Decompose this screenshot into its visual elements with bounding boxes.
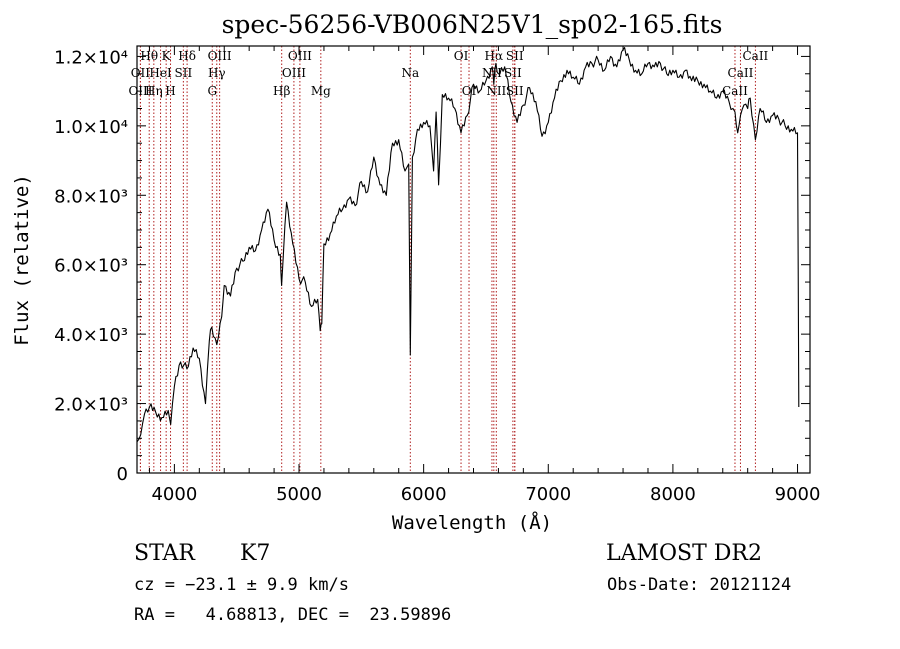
y-tick-label: 8.0×10³ <box>54 186 128 207</box>
line-marker-label: OI <box>462 84 477 98</box>
chart-title: spec-56256-VB006N25V1_sp02-165.fits <box>222 10 723 39</box>
y-tick-label: 0 <box>117 464 128 485</box>
line-marker-label: NII <box>486 84 506 98</box>
line-marker-label: OIII <box>282 66 306 80</box>
x-axis-label: Wavelength (Å) <box>392 511 552 534</box>
line-marker-label: G <box>207 84 217 98</box>
line-marker-label: K <box>162 49 172 63</box>
line-marker-label: Hα <box>485 49 504 63</box>
y-tick-label: 6.0×10³ <box>54 256 128 277</box>
x-tick-label: 7000 <box>525 484 571 505</box>
line-marker-label: H <box>165 84 175 98</box>
x-tick-label: 4000 <box>151 484 197 505</box>
y-tick-label: 1.2×10⁴ <box>54 47 128 68</box>
line-marker-label: OII <box>131 66 151 80</box>
line-marker-label: SII <box>175 66 193 80</box>
line-marker-label: SII <box>504 66 522 80</box>
object-subclass: K7 <box>240 541 270 566</box>
line-marker-label: Hβ <box>273 84 290 98</box>
x-tick-label: 9000 <box>775 484 821 505</box>
x-tick-label: 5000 <box>276 484 322 505</box>
x-tick-label: 8000 <box>650 484 696 505</box>
line-marker-label: HeI <box>149 66 172 80</box>
line-marker-label: CaII <box>728 66 754 80</box>
coordinates: RA = 4.68813, DEC = 23.59896 <box>134 605 451 625</box>
y-tick-label: 1.0×10⁴ <box>54 117 128 138</box>
line-marker-label: SII <box>506 49 524 63</box>
line-marker-label: OIII <box>208 49 232 63</box>
x-tick-label: 6000 <box>401 484 447 505</box>
redshift-velocity: cz = −23.1 ± 9.9 km/s <box>134 575 349 595</box>
line-marker-label: Hθ <box>140 49 158 63</box>
line-marker-label: Na <box>401 66 419 80</box>
plot-frame <box>136 45 811 474</box>
y-axis-label: Flux (relative) <box>11 174 33 346</box>
line-marker-label: CaII <box>722 84 748 98</box>
line-marker-label: Hγ <box>208 66 226 80</box>
line-marker-label: OIII <box>288 49 312 63</box>
line-marker-label: SII <box>506 84 524 98</box>
line-marker-label: CaII <box>742 49 768 63</box>
survey-name: LAMOST DR2 <box>606 541 762 566</box>
axis-ticks: 4000 5000 6000 7000 8000 9000 0 2.0×10³ 4.0×10³ 6… <box>54 46 820 505</box>
line-marker-label: OI <box>454 49 469 63</box>
flux-spectrum-line <box>136 47 800 443</box>
line-marker-label: Mg <box>311 84 331 98</box>
series-layer <box>136 47 800 443</box>
line-marker-label: Hη <box>145 84 163 98</box>
y-tick-label: 4.0×10³ <box>54 325 128 346</box>
observation-date: Obs-Date: 20121124 <box>607 575 791 595</box>
y-tick-label: 2.0×10³ <box>54 395 128 416</box>
object-class: STAR <box>134 541 196 566</box>
line-marker-label: Hδ <box>178 49 196 63</box>
